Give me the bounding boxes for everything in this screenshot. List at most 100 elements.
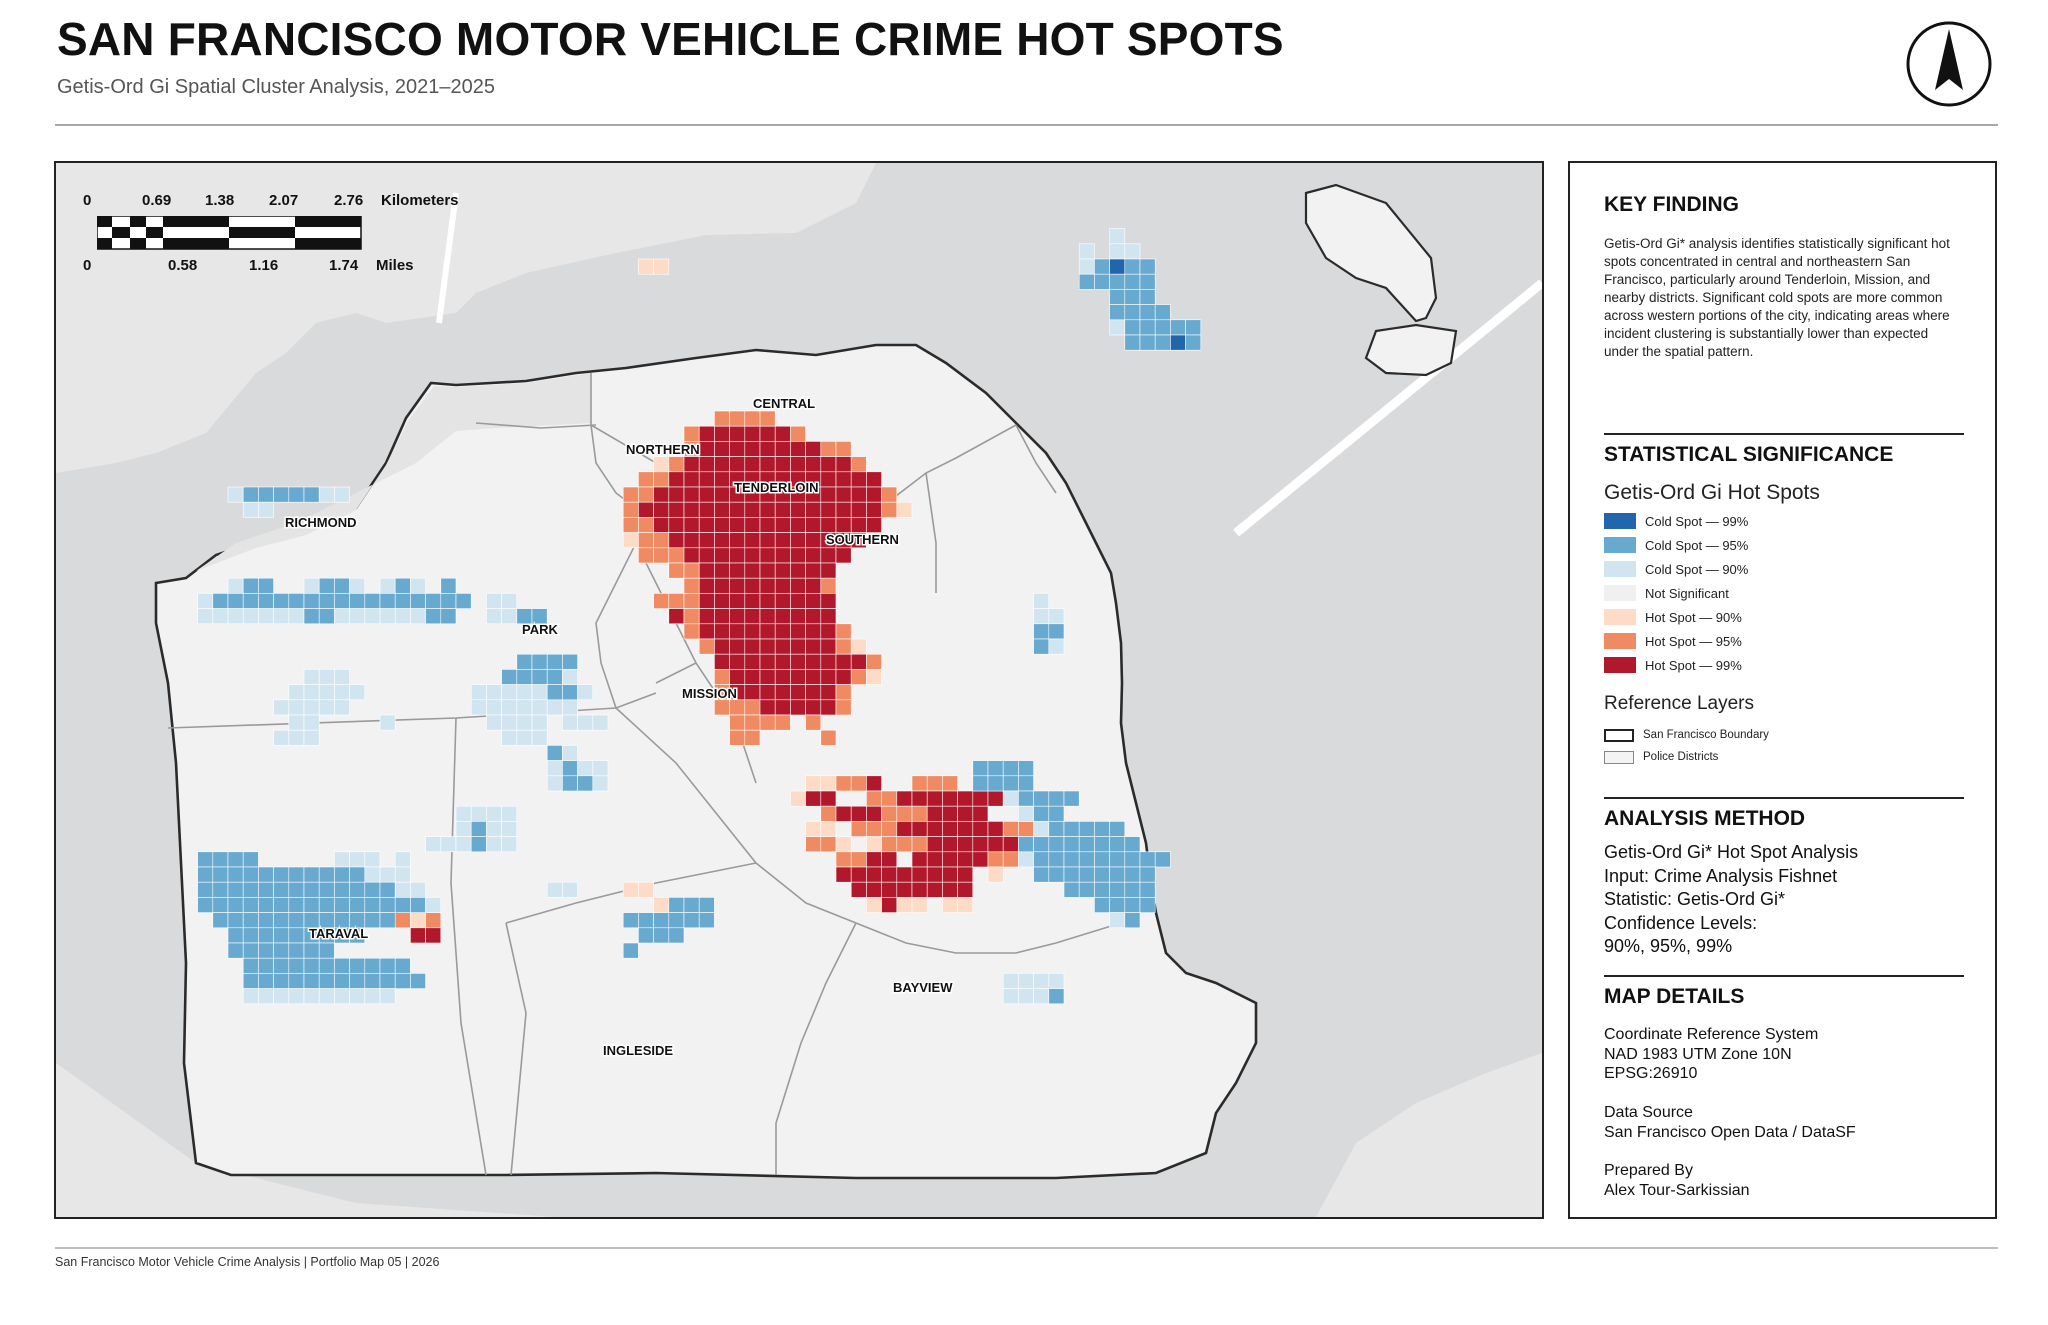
method-text: Getis-Ord Gi* Hot Spot Analysis Input: C… bbox=[1604, 841, 1858, 959]
hot-spot-cell bbox=[698, 456, 715, 473]
hot-spot-cell bbox=[714, 501, 730, 518]
hot-spot-cell bbox=[1139, 897, 1156, 913]
hot-spot-cell bbox=[972, 805, 989, 822]
hot-spot-cell bbox=[1048, 973, 1065, 989]
hot-spot-cell bbox=[546, 760, 563, 777]
hot-spot-cell bbox=[425, 608, 442, 625]
hot-spot-cell bbox=[1048, 821, 1065, 837]
hot-spot-cell bbox=[972, 775, 989, 792]
hot-spot-cell bbox=[440, 577, 457, 594]
hot-spot-cell bbox=[486, 836, 502, 853]
hot-spot-cell bbox=[774, 532, 791, 549]
hot-spot-cell bbox=[805, 638, 822, 655]
hot-spot-cell bbox=[1124, 881, 1141, 898]
hot-spot-cell bbox=[1154, 334, 1171, 351]
hot-spot-cell bbox=[744, 441, 761, 457]
hot-spot-cell bbox=[303, 973, 320, 989]
hot-spot-cell bbox=[364, 957, 381, 974]
hot-spot-cell bbox=[258, 866, 274, 883]
legend-swatch bbox=[1604, 657, 1636, 673]
legend-item-cold-90: Cold Spot — 90% bbox=[1604, 559, 1748, 579]
hot-spot-cell bbox=[668, 471, 685, 488]
map-frame[interactable]: CENTRAL NORTHERN TENDERLOIN RICHMOND SOU… bbox=[54, 161, 1544, 1219]
hot-spot-cell bbox=[303, 957, 320, 974]
hot-spot-cell bbox=[364, 593, 381, 609]
hot-spot-cell bbox=[790, 441, 806, 457]
hot-spot-cell bbox=[212, 851, 229, 868]
hot-spot-cell bbox=[942, 775, 958, 792]
method-heading: ANALYSIS METHOD bbox=[1604, 807, 1806, 830]
hot-spot-cell bbox=[1185, 334, 1202, 351]
legend-label: Hot Spot — 90% bbox=[1645, 609, 1742, 625]
key-finding-heading: KEY FINDING bbox=[1604, 193, 1739, 216]
hot-spot-cell bbox=[835, 638, 852, 655]
district-label-central: CENTRAL bbox=[753, 396, 815, 411]
hot-spot-cell bbox=[349, 957, 366, 974]
method-divider bbox=[1604, 797, 1964, 799]
hot-spot-cell bbox=[683, 562, 700, 579]
hot-spot-cell bbox=[577, 775, 594, 792]
hot-spot-cell bbox=[562, 714, 578, 731]
hot-spot-map[interactable]: CENTRAL NORTHERN TENDERLOIN RICHMOND SOU… bbox=[56, 163, 1542, 1217]
hot-spot-cell bbox=[379, 973, 396, 989]
reference-layers-title: Reference Layers bbox=[1604, 693, 1754, 714]
hot-spot-cell bbox=[638, 517, 654, 533]
district-label-mission: MISSION bbox=[682, 686, 737, 701]
hot-spot-cell bbox=[486, 593, 502, 609]
hot-spot-cell bbox=[698, 471, 715, 488]
hot-spot-cell bbox=[638, 258, 654, 275]
gg-bridge bbox=[436, 192, 459, 324]
hot-spot-cell bbox=[683, 517, 700, 533]
hot-spot-cell bbox=[486, 805, 502, 822]
hot-spot-cell bbox=[242, 957, 259, 974]
hot-spot-cell bbox=[805, 577, 822, 594]
hot-spot-cell bbox=[318, 881, 335, 898]
hot-spot-cell bbox=[1124, 319, 1141, 336]
hot-spot-cell bbox=[1048, 623, 1065, 640]
hot-spot-cell bbox=[440, 593, 457, 609]
hot-spot-cell bbox=[562, 881, 578, 898]
hot-spot-cell bbox=[805, 532, 822, 549]
hot-spot-cell bbox=[258, 927, 274, 944]
hot-spot-cell bbox=[850, 456, 867, 473]
hot-spot-cell bbox=[1078, 258, 1095, 275]
hot-spot-cell bbox=[288, 927, 305, 944]
hot-spot-cell bbox=[562, 775, 578, 792]
hot-spot-cell bbox=[972, 851, 989, 868]
hot-spot-cell bbox=[349, 577, 366, 594]
hot-spot-cell bbox=[303, 988, 320, 1005]
hot-spot-cell bbox=[1033, 821, 1050, 837]
hot-spot-cell bbox=[1048, 805, 1065, 822]
hot-spot-cell bbox=[334, 486, 350, 503]
hot-spot-cell bbox=[759, 699, 776, 716]
hot-spot-cell bbox=[668, 593, 685, 609]
hot-spot-cell bbox=[1124, 897, 1141, 913]
hot-spot-cell bbox=[774, 517, 791, 533]
scale-mi-unit: Miles bbox=[376, 257, 414, 274]
hot-spot-cell bbox=[820, 577, 837, 594]
hot-spot-cell bbox=[1048, 638, 1065, 655]
legend-swatch-boundary bbox=[1604, 728, 1634, 742]
hot-spot-cell bbox=[1139, 881, 1156, 898]
hot-spot-cell bbox=[774, 501, 791, 518]
hot-spot-cell bbox=[1109, 866, 1126, 883]
hot-spot-cell bbox=[835, 547, 852, 564]
scale-km-2: 1.38 bbox=[205, 192, 235, 209]
hot-spot-cell bbox=[805, 547, 822, 564]
hot-spot-cell bbox=[714, 699, 730, 716]
legend-label: Hot Spot — 99% bbox=[1645, 657, 1742, 673]
hot-spot-cell bbox=[531, 608, 548, 625]
hot-spot-cell bbox=[288, 866, 305, 883]
hot-spot-cell bbox=[683, 897, 700, 913]
hot-spot-cell bbox=[273, 912, 290, 929]
hot-spot-cell bbox=[653, 532, 670, 549]
hot-spot-cell bbox=[349, 866, 366, 883]
hot-spot-cell bbox=[227, 912, 244, 929]
hot-spot-cell bbox=[942, 881, 958, 898]
hot-spot-cell bbox=[866, 775, 882, 792]
hot-spot-cell bbox=[698, 517, 715, 533]
hot-spot-cell bbox=[896, 805, 913, 822]
hot-spot-cell bbox=[1048, 836, 1065, 853]
hot-spot-cell bbox=[1109, 897, 1126, 913]
hot-spot-cell bbox=[1094, 821, 1110, 837]
